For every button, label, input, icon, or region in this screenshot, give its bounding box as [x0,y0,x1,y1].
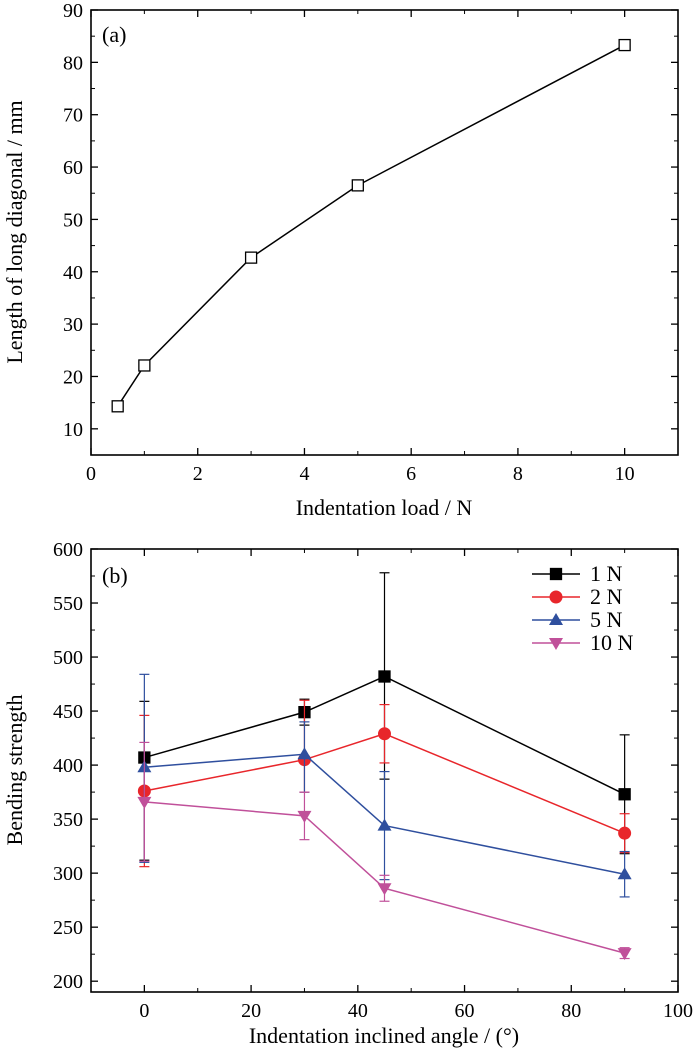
legend-label: 2 N [590,584,623,609]
x-tick-label: 100 [663,1000,693,1022]
data-point [378,670,391,683]
legend-label: 1 N [590,561,623,586]
x-tick-label: 4 [299,463,309,485]
x-tick-label: 8 [513,463,523,485]
data-point [617,867,632,880]
y-tick-label: 30 [63,314,83,336]
x-axis-title-b: Indentation inclined angle / (°) [249,1023,519,1048]
y-tick-label: 600 [53,539,83,561]
y-tick-label: 250 [53,917,83,939]
data-point [137,796,152,809]
a-ticks: 0 2 4 6 8 10 10 20 30 40 50 60 70 80 90 [63,0,678,485]
x-tick-label: 40 [348,1000,368,1022]
data-point [351,179,364,192]
legend-marker [549,613,563,625]
series-0 [111,38,631,413]
y-tick-label: 400 [53,755,83,777]
series-10n [137,741,632,961]
y-axis-title-b: Bending strength [2,695,27,846]
b-series [137,572,632,961]
y-tick-label: 350 [53,809,83,831]
x-tick-label: 0 [86,463,96,485]
y-tick-label: 70 [63,105,83,127]
series-line [144,801,625,954]
series-line [144,753,625,875]
x-tick-label: 2 [193,463,203,485]
y-tick-label: 20 [63,366,83,388]
plot-area-b [90,548,679,993]
x-tick-label: 80 [561,1000,581,1022]
legend-item: 2 N [532,584,623,609]
data-point [618,788,631,801]
a-series [111,38,631,413]
y-tick-label: 450 [53,701,83,723]
x-tick-label: 60 [455,1000,475,1022]
legend: 1 N2 N5 N10 N [532,561,634,655]
legend-item: 10 N [532,630,634,655]
legend-marker [549,590,563,604]
panel-b: (b) Indentation inclined angle / (°) Ben… [2,539,693,1048]
y-tick-label: 60 [63,157,83,179]
data-point [297,747,312,760]
panel-label-b: (b) [102,563,128,588]
legend-label: 10 N [590,630,634,655]
x-tick-label: 6 [406,463,416,485]
y-tick-label: 200 [53,971,83,993]
data-point [244,251,258,264]
x-tick-label: 0 [139,1000,149,1022]
data-point [138,359,151,372]
data-point [111,400,124,413]
series-line [144,675,625,795]
y-tick-label: 550 [53,593,83,615]
y-tick-label: 500 [53,647,83,669]
panel-label-a: (a) [102,22,126,47]
x-axis-title-a: Indentation load / N [296,495,473,520]
data-point [377,818,392,831]
x-tick-label: 20 [241,1000,261,1022]
series-line [144,732,625,834]
b-ticks: 0 20 40 60 80 100 200 250 300 350 400 450 500 550 600 [53,539,693,1022]
series-line [117,44,625,407]
data-point [377,883,392,896]
legend-marker [549,638,563,650]
data-point [617,948,632,961]
data-point [297,810,312,823]
legend-item: 5 N [532,607,623,632]
y-tick-label: 50 [63,209,83,231]
y-tick-label: 40 [63,262,83,284]
legend-marker [549,567,563,581]
data-point [618,38,631,52]
legend-label: 5 N [590,607,623,632]
y-axis-title-a: Length of long diagonal / mm [2,100,27,363]
plot-area-a [90,9,679,456]
x-tick-label: 10 [615,463,635,485]
y-tick-label: 90 [63,0,83,22]
data-point [618,826,632,840]
y-tick-label: 10 [63,419,83,441]
y-tick-label: 80 [63,52,83,74]
legend-item: 1 N [532,561,623,586]
data-point [378,727,391,741]
panel-a: (a) Indentation load / N Length of long … [2,0,679,520]
y-tick-label: 300 [53,863,83,885]
